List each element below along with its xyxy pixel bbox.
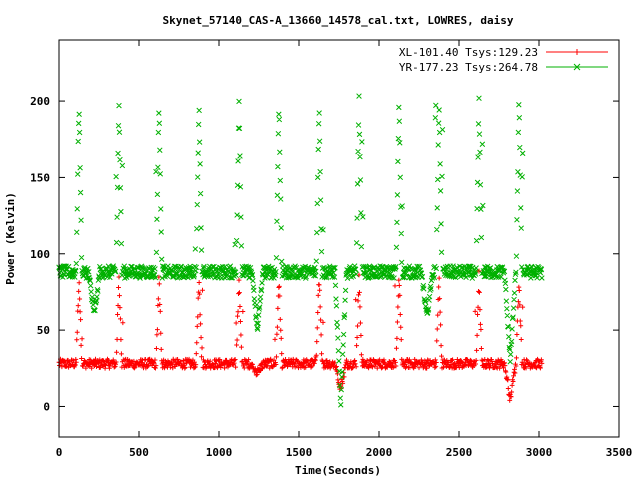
x-tick-label: 500: [129, 446, 149, 459]
x-tick-label: 1500: [286, 446, 313, 459]
legend: XL-101.40 Tsys:129.23 YR-177.23 Tsys:264.…: [399, 46, 608, 74]
legend-marker: [574, 49, 580, 55]
series-xl: [56, 268, 545, 403]
y-tick-label: 50: [37, 324, 50, 337]
x-tick-label: 1000: [206, 446, 233, 459]
axes: 0 500 1000 1500 2000 2500 3000 3500 0 50 100 150 200: [30, 40, 632, 459]
legend-label: YR-177.23 Tsys:264.78: [399, 61, 538, 74]
plot-frame: [58, 39, 620, 438]
y-axis-label: Power (Kelvin): [4, 192, 17, 285]
x-tick-label: 2500: [446, 446, 473, 459]
legend-marker: [573, 63, 581, 71]
y-tick-label: 150: [30, 171, 50, 184]
x-tick-label: 3500: [606, 446, 633, 459]
y-tick-label: 100: [30, 248, 50, 261]
y-tick-label: 200: [30, 95, 50, 108]
data-points: [56, 268, 545, 403]
y-tick-label: 0: [43, 400, 50, 413]
plot-area: [56, 93, 545, 408]
x-tick-label: 3000: [526, 446, 553, 459]
legend-label: XL-101.40 Tsys:129.23: [399, 46, 538, 59]
x-axis-label: Time(Seconds): [295, 464, 381, 477]
chart-title: Skynet_57140_CAS-A_13660_14578_cal.txt, …: [163, 14, 514, 27]
x-tick-label: 2000: [366, 446, 393, 459]
x-tick-label: 0: [56, 446, 63, 459]
